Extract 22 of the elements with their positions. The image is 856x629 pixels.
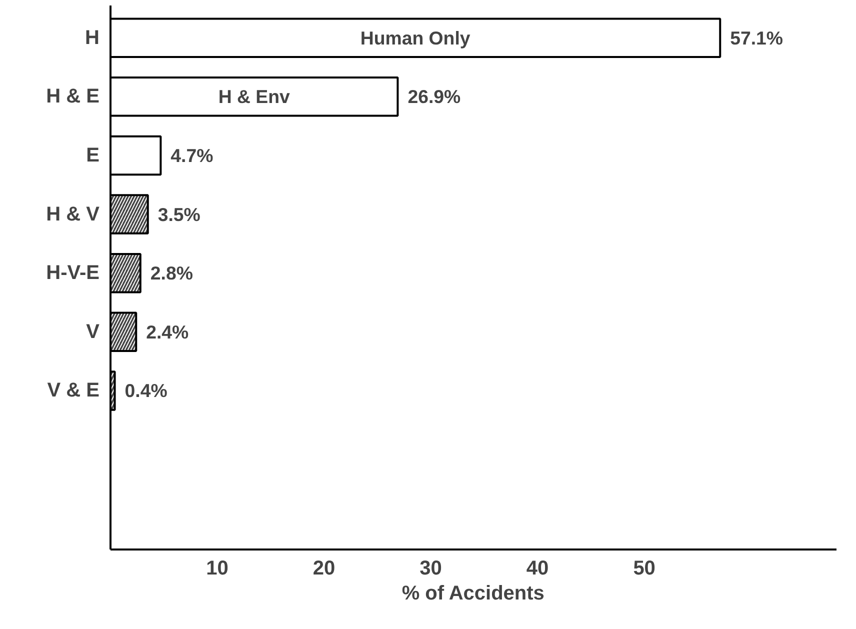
data-label: 2.8% <box>150 262 194 284</box>
data-label: 26.9% <box>408 86 462 108</box>
y-tick-label: H & V <box>46 203 100 226</box>
data-label: 0.4% <box>124 380 168 402</box>
data-label: 2.4% <box>146 321 190 342</box>
x-tick-label: 30 <box>420 558 442 580</box>
annotation: Human Only <box>360 27 471 48</box>
data-label: 4.7% <box>170 144 214 166</box>
y-tick-label: V <box>86 320 100 343</box>
y-tick-label: H-V-E <box>46 262 100 284</box>
y-tick-label: H <box>85 26 100 49</box>
x-tick-label: 40 <box>526 558 549 580</box>
y-tick-label: H & E <box>46 86 100 108</box>
x-axis-title: % of Accidents <box>402 582 544 604</box>
y-tick-label: V & E <box>47 380 100 402</box>
data-label: 57.1% <box>730 27 784 48</box>
x-tick-label: 50 <box>633 558 656 580</box>
y-tick-label: E <box>86 144 100 166</box>
annotation: H & Env <box>218 86 290 108</box>
data-label: 3.5% <box>158 204 201 225</box>
x-tick-label: 10 <box>206 558 228 580</box>
x-tick-label: 20 <box>312 558 336 580</box>
